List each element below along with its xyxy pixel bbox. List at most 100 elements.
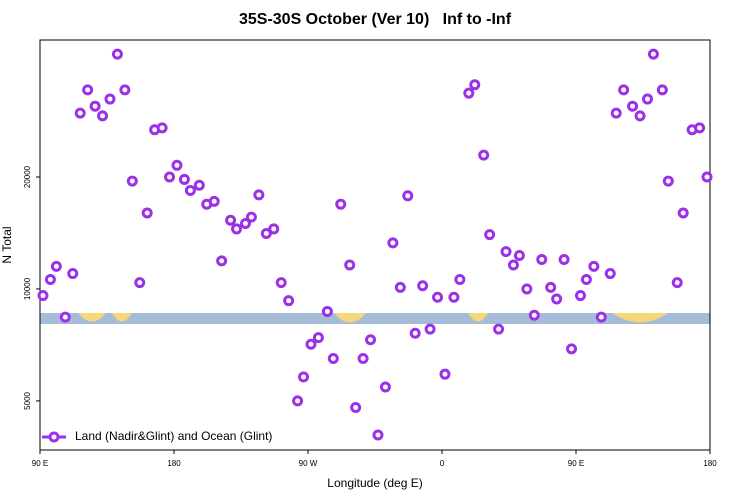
data-point [283, 295, 295, 307]
data-point [372, 429, 384, 441]
legend-marker [48, 431, 60, 443]
data-point [595, 311, 607, 323]
data-point [260, 227, 272, 239]
data-point [432, 291, 444, 303]
data-point [701, 171, 713, 183]
data-point [44, 274, 56, 286]
data-point [141, 207, 153, 219]
data-point [580, 274, 592, 286]
y-tick-label: 20000 [23, 165, 32, 188]
data-point [448, 291, 460, 303]
data-point [454, 274, 466, 286]
data-point [298, 371, 310, 383]
data-point [484, 229, 496, 241]
data-point [439, 368, 451, 380]
data-point [574, 290, 586, 302]
plot: 90 E 180 90 W 0 90 E 180 5000 10000 20000 [23, 48, 717, 468]
data-point [292, 395, 304, 407]
data-point [312, 332, 324, 344]
plot-frame [39, 39, 711, 451]
chart-title: 35S-30S October (Ver 10) Inf to -Inf [239, 11, 512, 28]
data-point [216, 255, 228, 267]
data-point [275, 277, 287, 289]
data-point [379, 381, 391, 393]
data-point [104, 93, 116, 105]
data-point [536, 254, 548, 266]
data-point [327, 353, 339, 365]
data-point [126, 175, 138, 187]
data-point [469, 79, 481, 91]
x-tick-label: 90 W [299, 459, 318, 468]
data-point [463, 87, 475, 99]
x-tick-label: 0 [440, 459, 445, 468]
data-point [184, 184, 196, 196]
y-tick-label: 10000 [23, 277, 32, 300]
data-point [694, 122, 706, 134]
data-point [588, 260, 600, 272]
data-point [357, 353, 369, 365]
y-axis-label: N Total [0, 226, 14, 263]
data-point [268, 223, 280, 235]
x-tick-label: 180 [167, 459, 181, 468]
data-point [424, 323, 436, 335]
x-axis-label: Longitude (deg E) [327, 476, 422, 490]
x-tick-label: 180 [703, 459, 717, 468]
data-point [164, 171, 176, 183]
data-point [350, 402, 362, 414]
data-point [82, 84, 94, 96]
data-point [50, 260, 62, 272]
data-point [178, 173, 190, 185]
data-point [193, 179, 205, 191]
data-point [245, 211, 257, 223]
y-tick-label: 5000 [23, 391, 32, 409]
data-point [409, 327, 421, 339]
data-point [305, 338, 317, 350]
data-point [610, 107, 622, 119]
data-point [344, 259, 356, 271]
data-point [513, 250, 525, 262]
data-point [89, 100, 101, 112]
data-point [37, 290, 49, 302]
legend: Land (Nadir&Glint) and Ocean (Glint) [42, 429, 272, 443]
data-point [111, 48, 123, 60]
data-point [394, 281, 406, 293]
data-point [662, 175, 674, 187]
data-point [97, 110, 109, 122]
data-point [171, 159, 183, 171]
data-point [671, 277, 683, 289]
data-point [551, 293, 563, 305]
x-tick-label: 90 E [568, 459, 584, 468]
data-point [500, 246, 512, 258]
data-point [545, 281, 557, 293]
data-point [387, 237, 399, 249]
data-point [231, 223, 243, 235]
data-point [365, 334, 377, 346]
legend-label: Land (Nadir&Glint) and Ocean (Glint) [75, 429, 272, 443]
data-point [208, 195, 220, 207]
data-point [134, 277, 146, 289]
data-point [239, 217, 251, 229]
data-point [156, 122, 168, 134]
data-point [417, 280, 429, 292]
x-tick-label: 90 E [32, 459, 48, 468]
data-point [521, 283, 533, 295]
data-point [119, 84, 131, 96]
data-point [627, 100, 639, 112]
data-point [618, 84, 630, 96]
data-point [493, 323, 505, 335]
data-point [59, 311, 71, 323]
data-point [402, 190, 414, 202]
data-point [507, 259, 519, 271]
data-point [74, 107, 86, 119]
data-point [634, 110, 646, 122]
data-point [335, 198, 347, 210]
data-point [677, 207, 689, 219]
data-point [566, 343, 578, 355]
data-point [641, 93, 653, 105]
data-point [321, 305, 333, 317]
data-point [528, 309, 540, 321]
land-strip [40, 313, 710, 324]
